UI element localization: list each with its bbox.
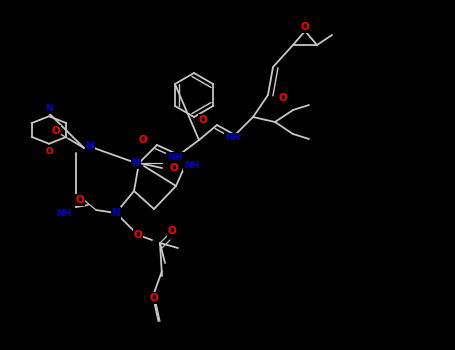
Text: O: O [45,147,53,156]
Text: N: N [45,104,53,113]
Text: O: O [134,230,142,240]
Text: NH: NH [184,161,200,170]
Text: O: O [301,22,309,32]
Text: O: O [139,135,147,145]
Text: O: O [170,163,178,173]
Text: O: O [278,93,288,103]
Text: O: O [51,126,61,136]
Text: N: N [111,208,121,218]
Text: O: O [167,226,177,236]
Text: O: O [76,195,84,205]
Text: N: N [131,158,141,168]
Text: NH: NH [56,209,71,217]
Text: NH: NH [167,153,182,161]
Text: N: N [86,141,94,151]
Text: O: O [150,293,158,303]
Text: NH: NH [225,133,241,142]
Text: O: O [199,115,207,125]
